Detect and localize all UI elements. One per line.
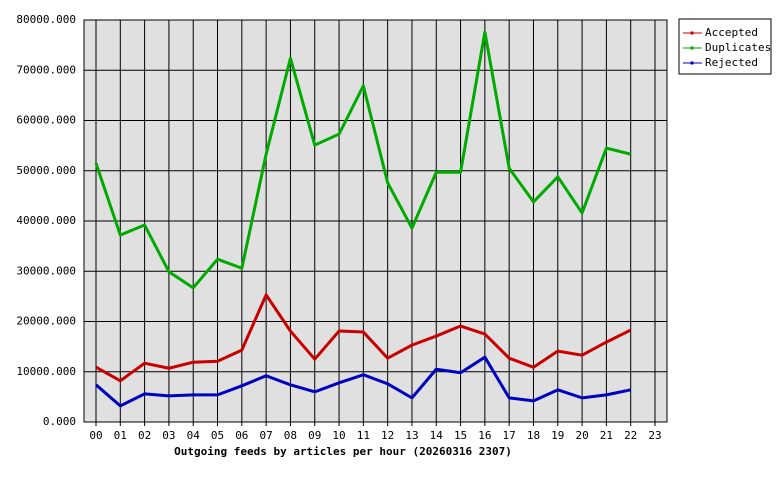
y-tick-label: 50000.000 (16, 164, 76, 177)
legend-label: Rejected (705, 56, 758, 69)
x-tick-label: 09 (308, 429, 321, 442)
legend-marker (690, 61, 694, 65)
series-line (95, 355, 631, 408)
y-tick-label: 70000.000 (16, 63, 76, 76)
y-tick-label: 20000.000 (16, 315, 76, 328)
y-tick-label: 60000.000 (16, 114, 76, 127)
x-tick-label: 07 (260, 429, 273, 442)
x-tick-label: 16 (478, 429, 491, 442)
x-tick-label: 08 (284, 429, 297, 442)
y-tick-label: 10000.000 (16, 365, 76, 378)
x-axis-title: Outgoing feeds by articles per hour (202… (174, 445, 512, 458)
x-tick-label: 17 (503, 429, 516, 442)
x-tick-label: 11 (357, 429, 370, 442)
x-tick-label: 15 (454, 429, 467, 442)
legend-marker (690, 31, 694, 35)
series-line (94, 30, 632, 290)
legend-label: Duplicates (705, 41, 771, 54)
x-tick-label: 21 (600, 429, 613, 442)
x-tick-label: 12 (381, 429, 394, 442)
x-tick-label: 14 (430, 429, 444, 442)
x-tick-label: 20 (575, 429, 588, 442)
x-tick-label: 19 (551, 429, 564, 442)
x-tick-label: 01 (114, 429, 127, 442)
legend-label: Accepted (705, 26, 758, 39)
x-tick-label: 05 (211, 429, 224, 442)
legend (678, 18, 772, 75)
x-tick-label: 13 (405, 429, 418, 442)
x-tick-label: 22 (624, 429, 637, 442)
series-line (95, 293, 632, 383)
y-tick-label: 80000.000 (16, 13, 76, 26)
x-tick-label: 03 (162, 429, 175, 442)
x-tick-label: 23 (648, 429, 661, 442)
x-tick-label: 04 (187, 429, 201, 442)
x-tick-label: 18 (527, 429, 540, 442)
x-tick-label: 10 (332, 429, 345, 442)
x-tick-label: 00 (89, 429, 102, 442)
y-tick-label: 0.000 (43, 415, 76, 428)
x-tick-label: 06 (235, 429, 248, 442)
y-tick-label: 30000.000 (16, 264, 76, 277)
y-tick-label: 40000.000 (16, 214, 76, 227)
x-tick-label: 02 (138, 429, 151, 442)
legend-marker (690, 46, 694, 50)
